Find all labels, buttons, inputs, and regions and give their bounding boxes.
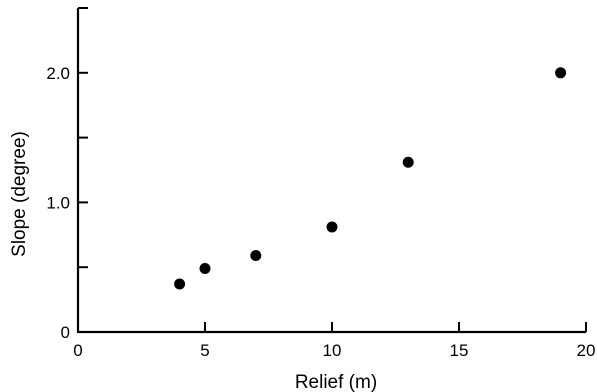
y-tick-label: 2.0 [46,64,70,83]
chart-axes [76,8,586,334]
x-tick-label: 10 [323,341,342,360]
y-tick-label: 1.0 [46,193,70,212]
data-point [174,278,186,290]
data-point [402,156,414,168]
y-tick-label: 0 [61,323,70,342]
chart-points [174,67,567,290]
data-point [555,67,567,79]
chart-ticks: 0 5 10 15 20 0 1.0 2.0 [46,7,596,360]
x-tick-label: 20 [577,341,596,360]
y-axis-title: Slope (degree) [9,131,30,257]
x-tick-label: 0 [73,341,82,360]
x-tick-label: 15 [450,341,469,360]
x-tick-label: 5 [200,341,209,360]
x-axis-title: Relief (m) [295,372,377,392]
data-point [250,250,262,262]
data-point [326,221,338,233]
data-point [199,262,211,274]
